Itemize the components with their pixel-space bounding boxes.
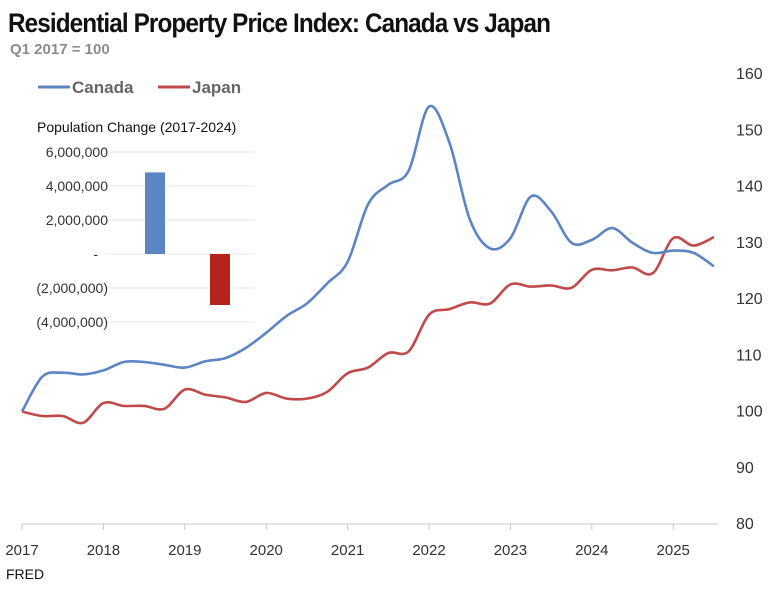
inset-bar-japan — [210, 254, 230, 305]
chart-subtitle: Q1 2017 = 100 — [10, 41, 110, 58]
x-tick-label: 2017 — [5, 542, 38, 559]
inset-title: Population Change (2017-2024) — [37, 119, 236, 135]
x-tick-label: 2020 — [250, 542, 283, 559]
x-tick-label: 2022 — [412, 542, 445, 559]
y-tick-label: 150 — [736, 122, 763, 139]
inset-y-tick-label: (2,000,000) — [36, 280, 108, 296]
source-label: FRED — [6, 566, 45, 582]
y-tick-label: 160 — [736, 66, 763, 83]
x-tick-label: 2025 — [657, 542, 690, 559]
y-tick-label: 140 — [736, 179, 763, 196]
x-tick-label: 2018 — [87, 542, 120, 559]
legend-label-canada: Canada — [72, 78, 134, 97]
legend-label-japan: Japan — [192, 78, 241, 97]
y-tick-label: 90 — [736, 460, 754, 477]
inset-y-tick-label: 6,000,000 — [46, 144, 108, 160]
y-tick-label: 130 — [736, 235, 763, 252]
x-tick-label: 2023 — [494, 542, 527, 559]
y-tick-label: 110 — [736, 347, 762, 364]
inset-y-tick-label: 4,000,000 — [46, 178, 108, 194]
series-line-canada — [20, 104, 715, 413]
x-tick-label: 2019 — [168, 542, 201, 559]
y-tick-label: 100 — [736, 404, 763, 421]
y-tick-label: 80 — [736, 516, 754, 533]
y-tick-label: 120 — [736, 291, 763, 308]
x-tick-label: 2024 — [575, 542, 608, 559]
chart-title: Residential Property Price Index: Canada… — [8, 8, 551, 38]
series-line-japan — [21, 235, 715, 425]
x-tick-label: 2021 — [331, 542, 364, 559]
inset-y-tick-label: (4,000,000) — [36, 314, 108, 330]
inset-y-tick-label: - — [93, 246, 98, 262]
inset-y-tick-label: 2,000,000 — [46, 212, 108, 228]
inset-bar-canada — [145, 172, 165, 254]
